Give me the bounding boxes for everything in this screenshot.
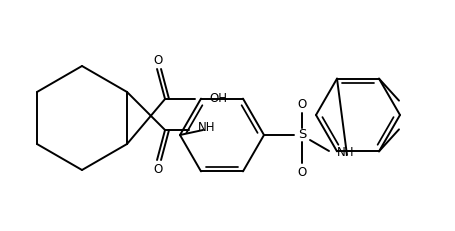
Text: NH: NH [197,122,215,134]
Text: OH: OH [208,92,227,106]
Text: O: O [153,164,162,176]
Text: O: O [297,167,306,179]
Text: O: O [297,98,306,112]
Text: O: O [153,55,162,67]
Text: S: S [297,128,305,142]
Text: NH: NH [336,146,354,159]
